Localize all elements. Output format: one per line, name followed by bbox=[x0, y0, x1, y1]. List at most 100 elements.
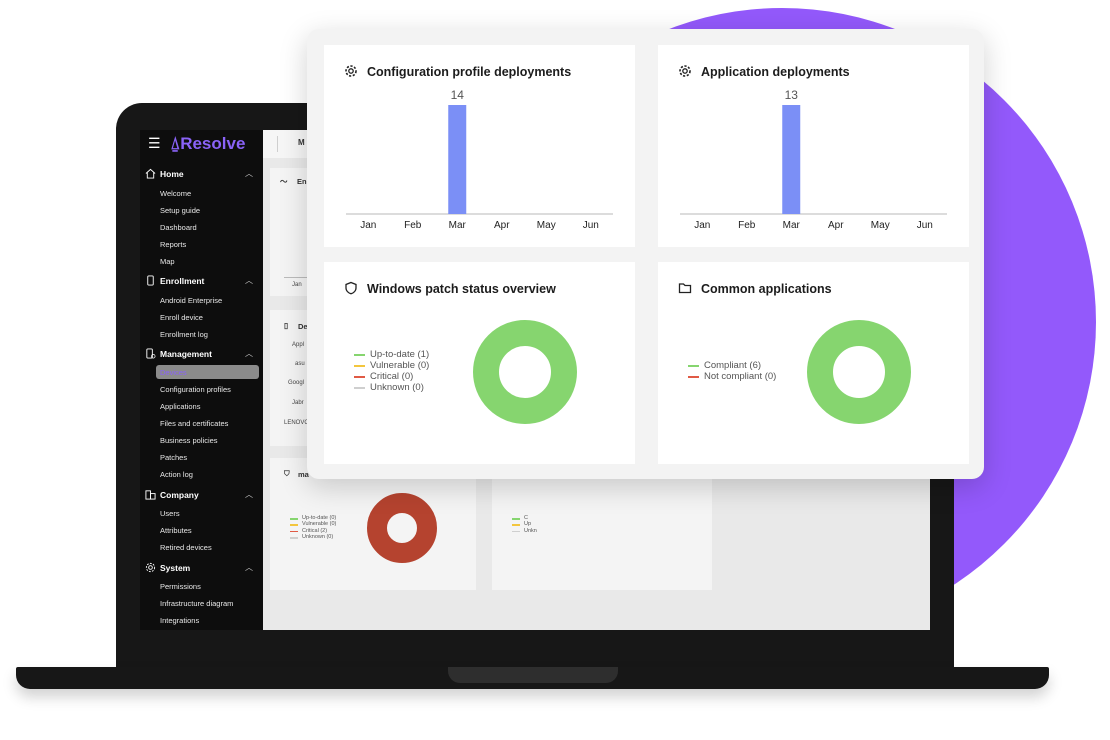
legend-label: Compliant (6) bbox=[704, 360, 762, 371]
legend-item[interactable]: Not compliant (0) bbox=[688, 371, 776, 382]
chevron-up-icon[interactable]: ︿ bbox=[245, 490, 253, 499]
home-icon bbox=[145, 168, 156, 179]
bg-row-label: LENOVO bbox=[284, 420, 310, 426]
sidebar-item-users[interactable]: Users bbox=[156, 506, 259, 520]
bg-patch-card: ⛉ ma Up-to-date (0) Vulnerable (0) Criti… bbox=[270, 458, 476, 590]
sidebar-item-patches[interactable]: Patches bbox=[156, 450, 259, 464]
legend-label: Critical (0) bbox=[370, 371, 414, 382]
sidebar-item-map[interactable]: Map bbox=[156, 254, 259, 268]
phone-icon bbox=[147, 275, 154, 286]
sidebar-item-label: Dashboard bbox=[160, 223, 197, 232]
brand-area: ☰ ⍙Resolve bbox=[140, 130, 263, 158]
sidebar-section-label: Enrollment bbox=[160, 276, 205, 286]
chevron-up-icon[interactable]: ︿ bbox=[245, 276, 253, 285]
bg-card-title: ma bbox=[298, 470, 309, 479]
bar bbox=[782, 105, 801, 214]
legend-label: Not compliant (0) bbox=[704, 371, 777, 382]
sidebar-item-label: Retired devices bbox=[160, 543, 212, 552]
bg-legend-item: Critical (2) bbox=[290, 528, 336, 534]
sidebar-item-setup-guide[interactable]: Setup guide bbox=[156, 203, 259, 217]
sidebar-item-welcome[interactable]: Welcome bbox=[156, 186, 259, 200]
sidebar-item-label: Android Enterprise bbox=[160, 296, 223, 305]
sidebar-item-label: Patches bbox=[160, 453, 188, 462]
device-management-icon bbox=[146, 348, 156, 359]
sidebar-item-label: Integrations bbox=[160, 616, 200, 625]
x-tick-label: Feb bbox=[404, 220, 422, 231]
legend-item[interactable]: Critical (0) bbox=[354, 371, 429, 382]
shield-icon bbox=[345, 281, 357, 295]
shield-icon: ⛉ bbox=[284, 469, 290, 478]
data-label: 14 bbox=[451, 88, 465, 102]
chevron-up-icon[interactable]: ︿ bbox=[245, 169, 253, 178]
bg-legend-item: Up bbox=[512, 521, 537, 527]
sidebar-item-applications[interactable]: Applications bbox=[156, 399, 259, 413]
legend-swatch bbox=[688, 376, 699, 378]
legend-swatch bbox=[354, 365, 365, 367]
sidebar-item-label: Users bbox=[160, 509, 180, 518]
sidebar-section-management[interactable]: Management ︿ bbox=[140, 347, 263, 363]
x-tick-label: Jan bbox=[360, 220, 376, 231]
card-title: Windows patch status overview bbox=[367, 282, 556, 296]
sidebar-item-dashboard[interactable]: Dashboard bbox=[156, 220, 259, 234]
hamburger-menu-icon[interactable]: ☰ bbox=[148, 135, 161, 151]
sidebar-item-enroll-device[interactable]: Enroll device bbox=[156, 310, 259, 324]
bg-legend-item: Up-to-date (0) bbox=[290, 515, 336, 521]
sidebar-section-system[interactable]: System ︿ bbox=[140, 561, 263, 577]
sidebar-item-infrastructure-diagram[interactable]: Infrastructure diagram bbox=[156, 596, 259, 610]
data-label: 13 bbox=[785, 88, 799, 102]
sidebar-item-devices[interactable]: Devices bbox=[156, 365, 259, 379]
sidebar-item-permissions[interactable]: Permissions bbox=[156, 579, 259, 593]
legend-label: Vulnerable (0) bbox=[370, 360, 430, 371]
x-tick-label: Mar bbox=[449, 220, 467, 231]
top-menu-item[interactable]: M bbox=[298, 138, 305, 147]
x-tick-label: Mar bbox=[783, 220, 801, 231]
legend-item[interactable]: Unknown (0) bbox=[354, 382, 429, 393]
legend-item[interactable]: Compliant (6) bbox=[688, 360, 776, 371]
sidebar-item-reports[interactable]: Reports bbox=[156, 237, 259, 251]
gear-icon bbox=[679, 65, 691, 77]
x-tick-label: Feb bbox=[738, 220, 756, 231]
common-applications-donut-chart bbox=[807, 320, 911, 424]
donut-slice bbox=[473, 320, 577, 424]
bg-legend-item: Unkn bbox=[512, 528, 537, 534]
sidebar-item-android-enterprise[interactable]: Android Enterprise bbox=[156, 293, 259, 307]
brand-logo[interactable]: ⍙Resolve bbox=[170, 133, 245, 155]
sidebar-item-enrollment-log[interactable]: Enrollment log bbox=[156, 327, 259, 341]
sidebar-item-retired-devices[interactable]: Retired devices bbox=[156, 540, 259, 554]
brand-name: Resolve bbox=[180, 134, 246, 153]
legend-swatch bbox=[354, 354, 365, 356]
sidebar-section-company[interactable]: Company ︿ bbox=[140, 488, 263, 504]
config-deployments-bar-chart: Jan Feb 14 Mar Apr May Jun bbox=[346, 88, 613, 231]
sidebar-item-label: Attributes bbox=[160, 526, 192, 535]
sidebar-item-label: Action log bbox=[160, 470, 193, 479]
legend-label: Up-to-date (1) bbox=[370, 349, 430, 360]
sidebar-item-business-policies[interactable]: Business policies bbox=[156, 433, 259, 447]
sidebar-item-integrations[interactable]: Integrations bbox=[156, 613, 259, 627]
chevron-up-icon[interactable]: ︿ bbox=[245, 349, 253, 358]
folder-icon bbox=[678, 283, 692, 294]
x-tick-label: Apr bbox=[828, 220, 844, 231]
sidebar-item-label: Applications bbox=[160, 402, 201, 411]
x-tick-label: May bbox=[871, 220, 890, 231]
legend-item[interactable]: Up-to-date (1) bbox=[354, 349, 429, 360]
sidebar-item-attributes[interactable]: Attributes bbox=[156, 523, 259, 537]
legend-label: Unknown (0) bbox=[370, 382, 424, 393]
bg-patch-donut bbox=[367, 493, 437, 563]
sidebar-item-label: Files and certificates bbox=[160, 419, 229, 428]
bg-card-title: En bbox=[297, 177, 307, 186]
x-tick-label: May bbox=[537, 220, 556, 231]
common-applications-legend: Compliant (6) Not compliant (0) bbox=[688, 360, 776, 382]
sidebar-section-enrollment[interactable]: Enrollment ︿ bbox=[140, 274, 263, 290]
patch-status-legend: Up-to-date (1) Vulnerable (0) Critical (… bbox=[354, 349, 429, 393]
legend-item[interactable]: Vulnerable (0) bbox=[354, 360, 429, 371]
bg-row-label: Googl bbox=[288, 380, 305, 386]
x-tick-label: Jun bbox=[917, 220, 933, 231]
sidebar-item-action-log[interactable]: Action log bbox=[156, 467, 259, 481]
sidebar-item-configuration-profiles[interactable]: Configuration profiles bbox=[156, 382, 259, 396]
chevron-up-icon[interactable]: ︿ bbox=[245, 563, 253, 572]
sidebar-item-label: Reports bbox=[160, 240, 187, 249]
sidebar-section-home[interactable]: Home ︿ bbox=[140, 167, 263, 183]
bar bbox=[448, 105, 467, 214]
gear-icon bbox=[145, 562, 156, 573]
sidebar-item-files-and-certificates[interactable]: Files and certificates bbox=[156, 416, 259, 430]
